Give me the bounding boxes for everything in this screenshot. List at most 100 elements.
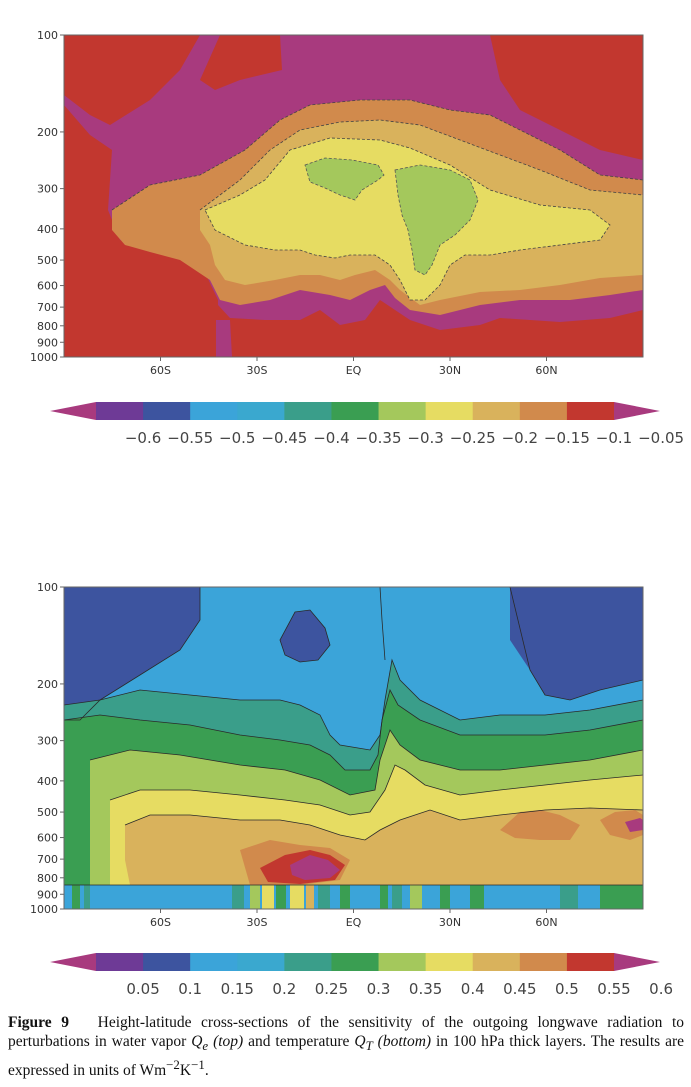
bottom-colorbar-label: 0.25 (315, 980, 348, 998)
top-x-tick-label: 60S (150, 364, 171, 377)
bottom-y-tick-label: 900 (37, 888, 58, 901)
caption-qt: Q (354, 1033, 366, 1050)
caption-qe-sub: e (202, 1038, 209, 1054)
top-colorbar-label: −0.3 (407, 429, 443, 447)
bottom-y-tick-label: 400 (37, 775, 58, 788)
top-x-tick-label: EQ (346, 364, 362, 377)
top-colorbar-cell (331, 402, 380, 420)
top-y-tick-label: 100 (37, 29, 58, 42)
top-colorbar-cell (472, 402, 521, 420)
bottom-colorbar-label: 0.05 (126, 980, 159, 998)
bottom-colorbar-label: 0.1 (178, 980, 202, 998)
bottom-x-tick-label: 60N (535, 916, 557, 929)
bottom-colorbar-cell (331, 953, 380, 971)
bottom-colorbar-cell (472, 953, 521, 971)
top-y-tick-label: 900 (37, 336, 58, 349)
bottom-colorbar-cell (96, 953, 144, 971)
caption-sup-2: −1 (191, 1057, 205, 1073)
bottom-plot-area (64, 587, 643, 909)
top-plot-area (64, 35, 643, 357)
bottom-y-tick-label: 200 (37, 678, 58, 691)
bottom-colorbar (50, 953, 660, 971)
top-colorbar (50, 402, 660, 420)
top-y-tick-label: 200 (37, 126, 58, 139)
bottom-y-tick-label: 300 (37, 735, 58, 748)
top-y-tick-label: 600 (37, 280, 58, 293)
bottom-x-tick-label: 30S (247, 916, 268, 929)
bottom-colorbar-label: 0.5 (555, 980, 579, 998)
top-colorbar-cell (143, 402, 191, 420)
bottom-colorbar-label: 0.55 (597, 980, 630, 998)
bottom-colorbar-cell (284, 953, 332, 971)
figure-label: Figure 9 (8, 1014, 69, 1031)
bottom-colorbar-cell (425, 953, 474, 971)
bottom-x-tick-label: 30N (439, 916, 461, 929)
caption-k: K (179, 1062, 192, 1080)
bottom-y-tick-label: 800 (37, 872, 58, 885)
top-y-axis: 100 200 300 400 500 600 700 800 900 1000 (30, 29, 64, 364)
bottom-y-tick-label: 700 (37, 853, 58, 866)
bottom-colorbar-label: 0.2 (272, 980, 296, 998)
caption-text-3: in 100 hPa thick layers. The results are… (8, 1033, 685, 1080)
bottom-band-magenta (290, 818, 643, 880)
bottom-y-tick-label: 100 (37, 581, 58, 594)
bottom-colorbar-label: 0.35 (409, 980, 442, 998)
top-colorbar-label: −0.05 (638, 429, 684, 447)
bottom-colorbar-cell (237, 953, 285, 971)
top-colorbar-label: −0.35 (356, 429, 402, 447)
top-colorbar-label: −0.15 (544, 429, 590, 447)
top-colorbar-cell (284, 402, 332, 420)
top-colorbar-label: −0.55 (167, 429, 213, 447)
bottom-colorbar-label: 0.4 (461, 980, 485, 998)
top-y-tick-label: 1000 (30, 351, 58, 364)
top-y-tick-label: 500 (37, 254, 58, 267)
top-x-tick-label: 60N (535, 364, 557, 377)
top-colorbar-label: −0.1 (596, 429, 632, 447)
caption-text-2: and temperature (243, 1033, 355, 1050)
top-y-tick-label: 800 (37, 320, 58, 333)
bottom-surface-strips (64, 885, 643, 909)
top-colorbar-label: −0.45 (261, 429, 307, 447)
top-colorbar-labels: −0.6 −0.55 −0.5 −0.45 −0.4 −0.35 −0.3 −0.25 −0.2… (125, 429, 684, 447)
top-y-tick-label: 700 (37, 301, 58, 314)
caption-sup-1: −2 (166, 1057, 180, 1073)
caption-bottom: (bottom) (377, 1033, 432, 1050)
bottom-colorbar-label: 0.3 (367, 980, 391, 998)
bottom-y-tick-label: 600 (37, 832, 58, 845)
top-colorbar-cell (96, 402, 144, 420)
bottom-colorbar-labels: 0.05 0.1 0.15 0.2 0.25 0.3 0.35 0.4 0.45 0.5 0.55 0… (126, 980, 673, 998)
top-colorbar-cell (237, 402, 285, 420)
bottom-x-tick-label: 60S (150, 916, 171, 929)
bottom-colorbar-cell (190, 953, 238, 971)
caption-qt-sub: T (365, 1038, 373, 1054)
bottom-x-axis: 60S 30S EQ 30N 60N (150, 909, 558, 929)
figure-caption: Figure 9 Height-latitude cross-sections … (8, 1013, 684, 1080)
top-colorbar-label: −0.6 (125, 429, 161, 447)
top-blob-green-center (394, 164, 479, 276)
top-colorbar-high-arrow (614, 402, 660, 420)
caption-end: . (204, 1062, 209, 1080)
top-colorbar-label: −0.2 (502, 429, 538, 447)
bottom-x-tick-label: EQ (346, 916, 362, 929)
top-x-axis: 60S 30S EQ 30N 60N (150, 357, 558, 377)
bottom-colorbar-cell (378, 953, 427, 971)
bottom-y-tick-label: 1000 (30, 903, 58, 916)
top-colorbar-cell (425, 402, 474, 420)
bottom-colorbar-low-arrow (50, 953, 96, 971)
top-colorbar-cell (378, 402, 427, 420)
top-band-red (64, 35, 643, 357)
bottom-colorbar-label: 0.6 (649, 980, 673, 998)
top-contours (111, 99, 643, 301)
caption-qe: Q (191, 1033, 203, 1050)
bottom-colorbar-cell (519, 953, 568, 971)
figure: 100 200 300 400 500 600 700 800 900 1000 60S 30S EQ… (30, 29, 684, 998)
bottom-colorbar-cell (143, 953, 191, 971)
caption-text-1: Height-latitude cross-sections of the se… (8, 1014, 685, 1050)
top-y-tick-label: 300 (37, 183, 58, 196)
top-colorbar-label: −0.25 (450, 429, 496, 447)
top-colorbar-low-arrow (50, 402, 96, 420)
caption-top: (top) (213, 1033, 244, 1050)
top-blob-green-left (304, 157, 385, 201)
bottom-contours (64, 587, 643, 886)
top-colorbar-cell (519, 402, 568, 420)
